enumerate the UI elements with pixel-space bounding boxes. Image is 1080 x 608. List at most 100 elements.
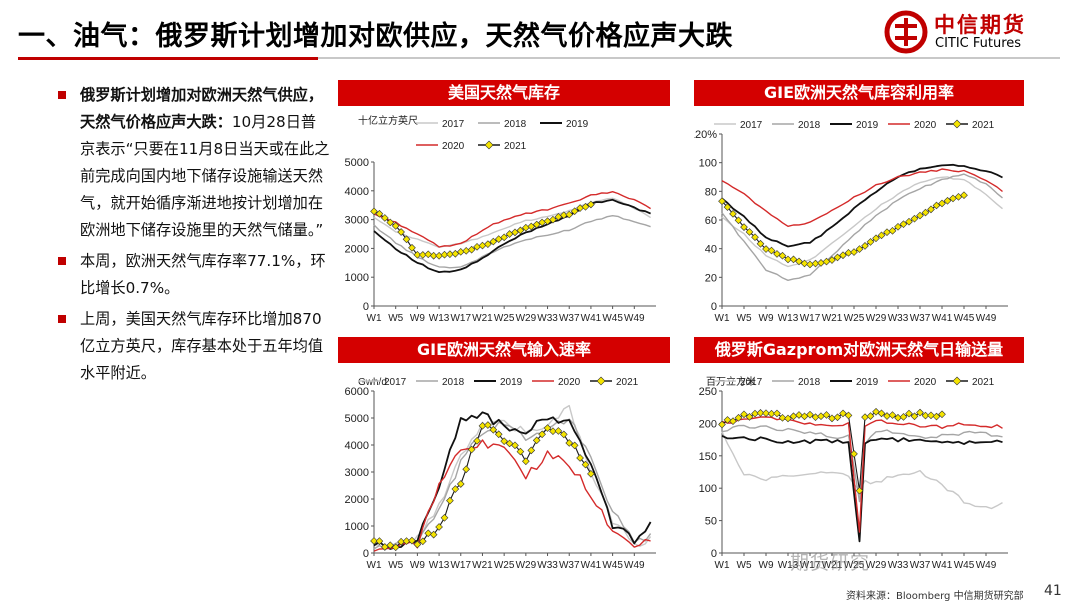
series-marker-2021 [888, 226, 897, 235]
series-marker-2021 [532, 220, 541, 229]
series-line-2018 [373, 215, 651, 269]
series-marker-2021 [916, 211, 924, 220]
legend-label: 2019 [500, 377, 523, 388]
series-line-2021 [373, 424, 592, 548]
series-marker-2021 [877, 231, 886, 240]
series-marker-2021 [402, 537, 411, 545]
title-divider [18, 57, 1060, 59]
chart-eu-injection-rate: 0 1000 2000 3000 4000 5000 6000 W1 W5 W9 W13 W17 W21… [345, 376, 656, 571]
series-marker-2021 [850, 248, 858, 256]
series-line-2019 [373, 198, 651, 273]
series-marker-2021 [762, 245, 770, 253]
y-tick-label: 80 [705, 186, 717, 198]
series-marker-2021 [806, 260, 814, 269]
legend-label: 2017 [740, 120, 763, 131]
series-marker-2021 [429, 530, 438, 539]
y-tick-label: 6000 [345, 386, 369, 398]
y-tick-label: 40 [705, 244, 717, 256]
series-marker-2021 [789, 255, 798, 264]
legend-label: 2018 [798, 377, 821, 388]
x-tick-label: W13 [778, 560, 799, 571]
series-marker-2021 [559, 430, 568, 439]
legend-label: 2019 [566, 119, 589, 130]
x-tick-label: W49 [624, 560, 645, 571]
series-line-2019 [373, 411, 652, 550]
series-marker-2021 [424, 250, 433, 259]
y-tick-label: 0 [711, 548, 717, 560]
x-tick-label: W5 [388, 560, 403, 571]
series-line-2018 [721, 173, 1003, 281]
legend-label: 2021 [504, 141, 527, 152]
x-tick-label: W25 [844, 560, 865, 571]
series-marker-2021 [866, 238, 875, 246]
series-marker-2021 [473, 437, 481, 445]
series-marker-2021 [806, 410, 814, 419]
bullet-list: 俄罗斯计划增加对欧洲天然气供应，天然气价格应声大跌：10月28日普京表示“只要在… [58, 82, 330, 391]
y-tick-label: 60 [705, 215, 717, 227]
legend-marker-2021 [484, 140, 494, 150]
series-marker-2021 [773, 409, 781, 418]
x-tick-label: W41 [581, 560, 602, 571]
series-marker-2021 [549, 215, 557, 224]
series-marker-2021 [734, 216, 743, 225]
series-marker-2021 [894, 222, 902, 231]
series-marker-2021 [784, 414, 792, 423]
y-tick-label: 150 [699, 451, 717, 463]
legend-label: 2018 [798, 120, 821, 131]
x-tick-label: W37 [910, 313, 931, 324]
y-axis-unit-label: 十亿立方英尺 [358, 114, 418, 127]
y-tick-label: 0 [363, 548, 369, 560]
series-marker-2021 [435, 523, 443, 531]
series-marker-2021 [500, 437, 508, 446]
series-marker-2021 [899, 220, 908, 229]
series-marker-2021 [386, 218, 395, 227]
y-tick-label: 3000 [345, 467, 369, 479]
series-marker-2021 [581, 202, 590, 211]
series-marker-2021 [391, 543, 400, 552]
series-marker-2021 [370, 207, 378, 216]
series-marker-2021 [817, 412, 825, 421]
x-tick-label: W9 [759, 560, 774, 571]
series-marker-2021 [877, 409, 886, 418]
series-marker-2021 [435, 251, 443, 260]
x-tick-label: W29 [866, 560, 887, 571]
legend-label: 2020 [558, 377, 581, 388]
legend-label: 2018 [442, 377, 465, 388]
logo-text-en: CITIC Futures [935, 36, 1022, 51]
y-tick-label: 4000 [345, 440, 369, 452]
series-marker-2021 [833, 413, 842, 422]
chart-panel-gazprom-flows: 俄罗斯Gazprom对欧洲天然气日输送量 0 50 100 150 200 250 W1 W5… [694, 337, 1024, 577]
series-marker-2021 [570, 441, 579, 450]
series-marker-2021 [516, 447, 525, 456]
series-marker-2021 [778, 251, 787, 260]
y-tick-label: 2000 [345, 243, 369, 255]
series-line-2019 [721, 163, 1003, 248]
x-tick-label: W5 [737, 313, 752, 324]
series-marker-2021 [932, 412, 941, 421]
series-marker-2021 [905, 409, 913, 418]
y-tick-label: 0 [363, 301, 369, 313]
x-tick-label: W21 [822, 313, 843, 324]
bullet-text: 10月28日普京表示“只要在11月8日当天或在此之前完成向国内地下储存设施输送天… [80, 113, 330, 239]
series-marker-2021 [767, 409, 776, 418]
y-tick-label: 100 [699, 158, 717, 170]
series-marker-2021 [839, 409, 847, 418]
x-tick-label: W33 [537, 313, 558, 324]
series-marker-2021 [527, 222, 536, 231]
series-marker-2021 [960, 191, 968, 200]
series-marker-2021 [905, 217, 913, 226]
series-marker-2021 [489, 237, 498, 246]
series-marker-2021 [773, 250, 781, 258]
series-marker-2021 [927, 411, 935, 420]
series-marker-2021 [418, 537, 427, 546]
bullet-text: 上周，美国天然气库存环比增加870亿立方英尺，库存基本处于五年均值水平附近。 [80, 310, 323, 382]
y-tick-label: 20 [705, 272, 717, 284]
y-tick-label: 100 [699, 483, 717, 495]
series-marker-2021 [587, 200, 595, 209]
x-tick-label: W49 [976, 560, 997, 571]
x-tick-label: W21 [822, 560, 843, 571]
series-marker-2021 [833, 253, 842, 262]
series-marker-2021 [408, 243, 416, 252]
series-line-2017 [373, 197, 651, 248]
series-marker-2021 [740, 410, 748, 419]
